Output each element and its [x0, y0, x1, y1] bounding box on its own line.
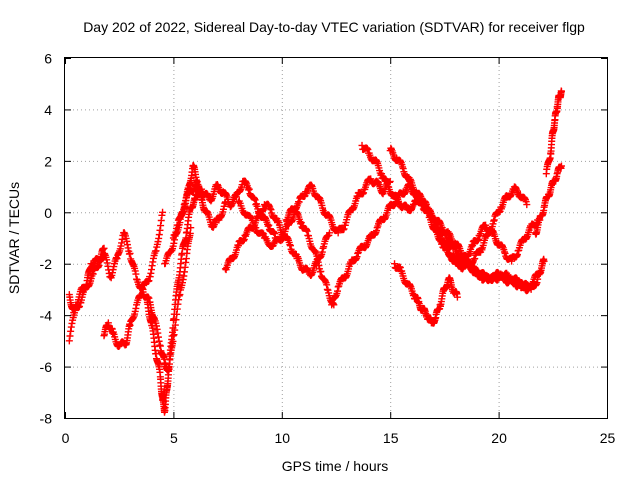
x-tick-label: 25: [600, 430, 616, 446]
data-point-markers: [542, 87, 565, 178]
data-point-markers: [282, 175, 394, 237]
y-tick-label: 0: [44, 205, 52, 221]
y-tick-label: 2: [44, 153, 52, 169]
y-tick-label: 6: [44, 51, 52, 67]
y-tick-label: -8: [40, 411, 53, 427]
y-tick-label: -6: [40, 359, 53, 375]
data-points: [65, 87, 565, 416]
x-axis-label: GPS time / hours: [282, 458, 389, 474]
series-arc-4: [143, 185, 206, 416]
data-point-markers: [386, 144, 548, 292]
plot-frame: [64, 57, 608, 419]
series-arc-15: [531, 162, 565, 238]
x-tick-label: 0: [62, 430, 70, 446]
data-point-markers: [531, 162, 565, 238]
y-tick-label: -2: [40, 256, 53, 272]
series-arc-13: [391, 260, 461, 327]
series-arc-6: [169, 161, 229, 242]
y-tick-label: 4: [44, 102, 52, 118]
x-tick-label: 5: [170, 430, 178, 446]
series-arc-16: [542, 87, 565, 178]
data-point-markers: [391, 260, 461, 327]
y-tick-label: -4: [40, 308, 53, 324]
x-tick-label: 20: [491, 430, 507, 446]
x-tick-label: 10: [275, 430, 291, 446]
chart-title: Day 202 of 2022, Sidereal Day-to-day VTE…: [83, 19, 585, 35]
data-point-markers: [169, 161, 229, 242]
y-axis-label: SDTVAR / TECUs: [6, 182, 22, 294]
series-arc-2: [65, 244, 108, 317]
axis-ticks: 0 5 10 15 20 25 -8 -6 -4 -2 0 2 4 6: [40, 51, 616, 447]
data-point-markers: [143, 185, 206, 416]
data-point-markers: [430, 216, 542, 270]
x-tick-label: 15: [383, 430, 399, 446]
data-point-markers: [65, 244, 108, 317]
series-arc-9: [282, 175, 394, 237]
series-arc-12: [386, 144, 548, 292]
series-arc-14: [430, 216, 542, 270]
